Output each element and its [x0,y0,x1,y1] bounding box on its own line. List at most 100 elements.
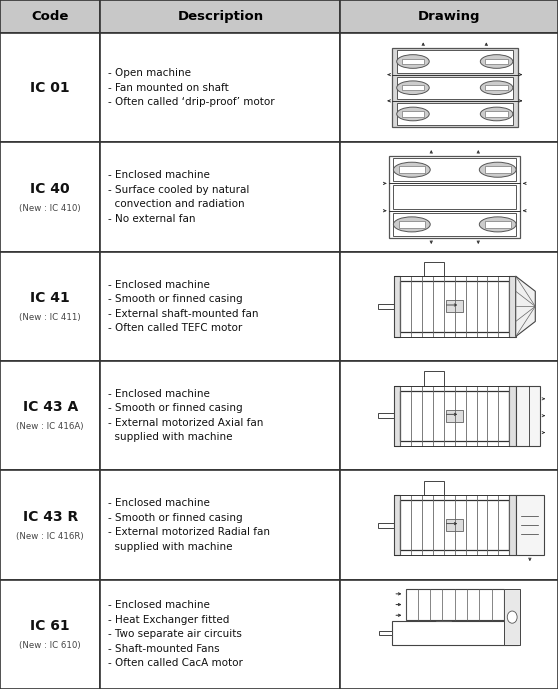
Text: Description: Description [177,10,263,23]
Bar [340,251,558,361]
Ellipse shape [397,81,429,94]
Bar [0,251,100,361]
Bar [394,386,400,446]
Bar [397,103,513,125]
Bar [397,76,513,99]
Text: IC 61: IC 61 [30,619,70,633]
Bar [446,300,464,312]
Text: - No external fan: - No external fan [108,214,195,224]
Bar [0,471,100,579]
Text: (New : IC 416R): (New : IC 416R) [16,531,84,541]
Text: - Enclosed machine: - Enclosed machine [108,280,210,289]
Text: (New : IC 410): (New : IC 410) [20,203,81,213]
Text: IC 43 A: IC 43 A [22,400,78,414]
Bar [485,85,508,90]
Bar [392,621,518,645]
Text: Drawing: Drawing [418,10,480,23]
Text: - Heat Exchanger fitted: - Heat Exchanger fitted [108,615,229,625]
Bar [340,33,558,143]
Bar [485,167,511,173]
Text: supplied with machine: supplied with machine [108,433,232,442]
Bar [509,276,516,336]
Text: - External motorized Axial fan: - External motorized Axial fan [108,418,263,428]
Bar [446,519,464,531]
Bar [100,251,340,361]
Bar [100,579,340,689]
Bar [400,391,509,441]
Text: - Enclosed machine: - Enclosed machine [108,498,210,508]
Bar [424,262,444,276]
Text: - Smooth or finned casing: - Smooth or finned casing [108,404,242,413]
Ellipse shape [479,162,516,177]
Bar [340,143,558,251]
Text: - Often called ‘drip-proof’ motor: - Often called ‘drip-proof’ motor [108,97,275,107]
Text: - External shaft-mounted fan: - External shaft-mounted fan [108,309,258,318]
Bar [0,361,100,471]
Bar [400,281,509,331]
Text: - Two separate air circuits: - Two separate air circuits [108,629,242,639]
Bar [485,59,508,64]
Text: - Surface cooled by natural: - Surface cooled by natural [108,185,249,195]
Bar [340,471,558,579]
Bar [0,579,100,689]
Bar [446,410,464,422]
Bar [100,361,340,471]
Bar [393,213,516,236]
Text: - Often called TEFC motor: - Often called TEFC motor [108,323,242,333]
Bar [100,0,340,33]
Bar [100,33,340,143]
Bar [340,361,558,471]
Bar [340,0,558,33]
Text: - Shaft-mounted Fans: - Shaft-mounted Fans [108,644,219,654]
Bar [378,631,392,635]
Text: (New : IC 416A): (New : IC 416A) [17,422,84,431]
Bar [402,59,424,64]
Text: convection and radiation: convection and radiation [108,199,244,209]
Text: Code: Code [32,10,69,23]
Bar [392,48,518,127]
Ellipse shape [397,107,429,121]
Bar [0,143,100,251]
Polygon shape [516,276,535,336]
Bar [397,50,513,72]
Text: IC 41: IC 41 [30,291,70,305]
Text: - Open machine: - Open machine [108,68,191,79]
Bar [424,371,444,386]
Bar [393,158,516,181]
Bar [485,221,511,227]
Text: (New : IC 411): (New : IC 411) [20,313,81,322]
Bar [399,167,425,173]
Text: supplied with machine: supplied with machine [108,542,232,552]
Text: IC 40: IC 40 [30,182,70,196]
Text: - Enclosed machine: - Enclosed machine [108,170,210,181]
Text: - Enclosed machine: - Enclosed machine [108,600,210,610]
Bar [378,522,397,528]
Ellipse shape [393,162,430,177]
Text: (New : IC 610): (New : IC 610) [20,641,81,650]
Text: IC 43 R: IC 43 R [22,510,78,524]
Bar [378,413,397,418]
Bar [402,111,424,116]
Text: IC 01: IC 01 [30,81,70,94]
Text: - Fan mounted on shaft: - Fan mounted on shaft [108,83,228,93]
Bar [424,481,444,495]
Bar [516,386,540,446]
Ellipse shape [480,107,513,121]
Bar [485,111,508,116]
Text: - Smooth or finned casing: - Smooth or finned casing [108,294,242,304]
Text: - Smooth or finned casing: - Smooth or finned casing [108,513,242,523]
Bar [394,276,400,336]
Text: - Often called CacA motor: - Often called CacA motor [108,658,243,668]
Bar [393,185,516,209]
Bar [394,495,400,555]
Bar [504,589,521,645]
Bar [436,610,451,621]
Ellipse shape [397,54,429,68]
Bar [378,304,397,309]
Text: - External motorized Radial fan: - External motorized Radial fan [108,527,270,537]
Ellipse shape [480,54,513,68]
Bar [0,33,100,143]
Bar [389,156,520,238]
Bar [509,495,516,555]
Bar [340,579,558,689]
